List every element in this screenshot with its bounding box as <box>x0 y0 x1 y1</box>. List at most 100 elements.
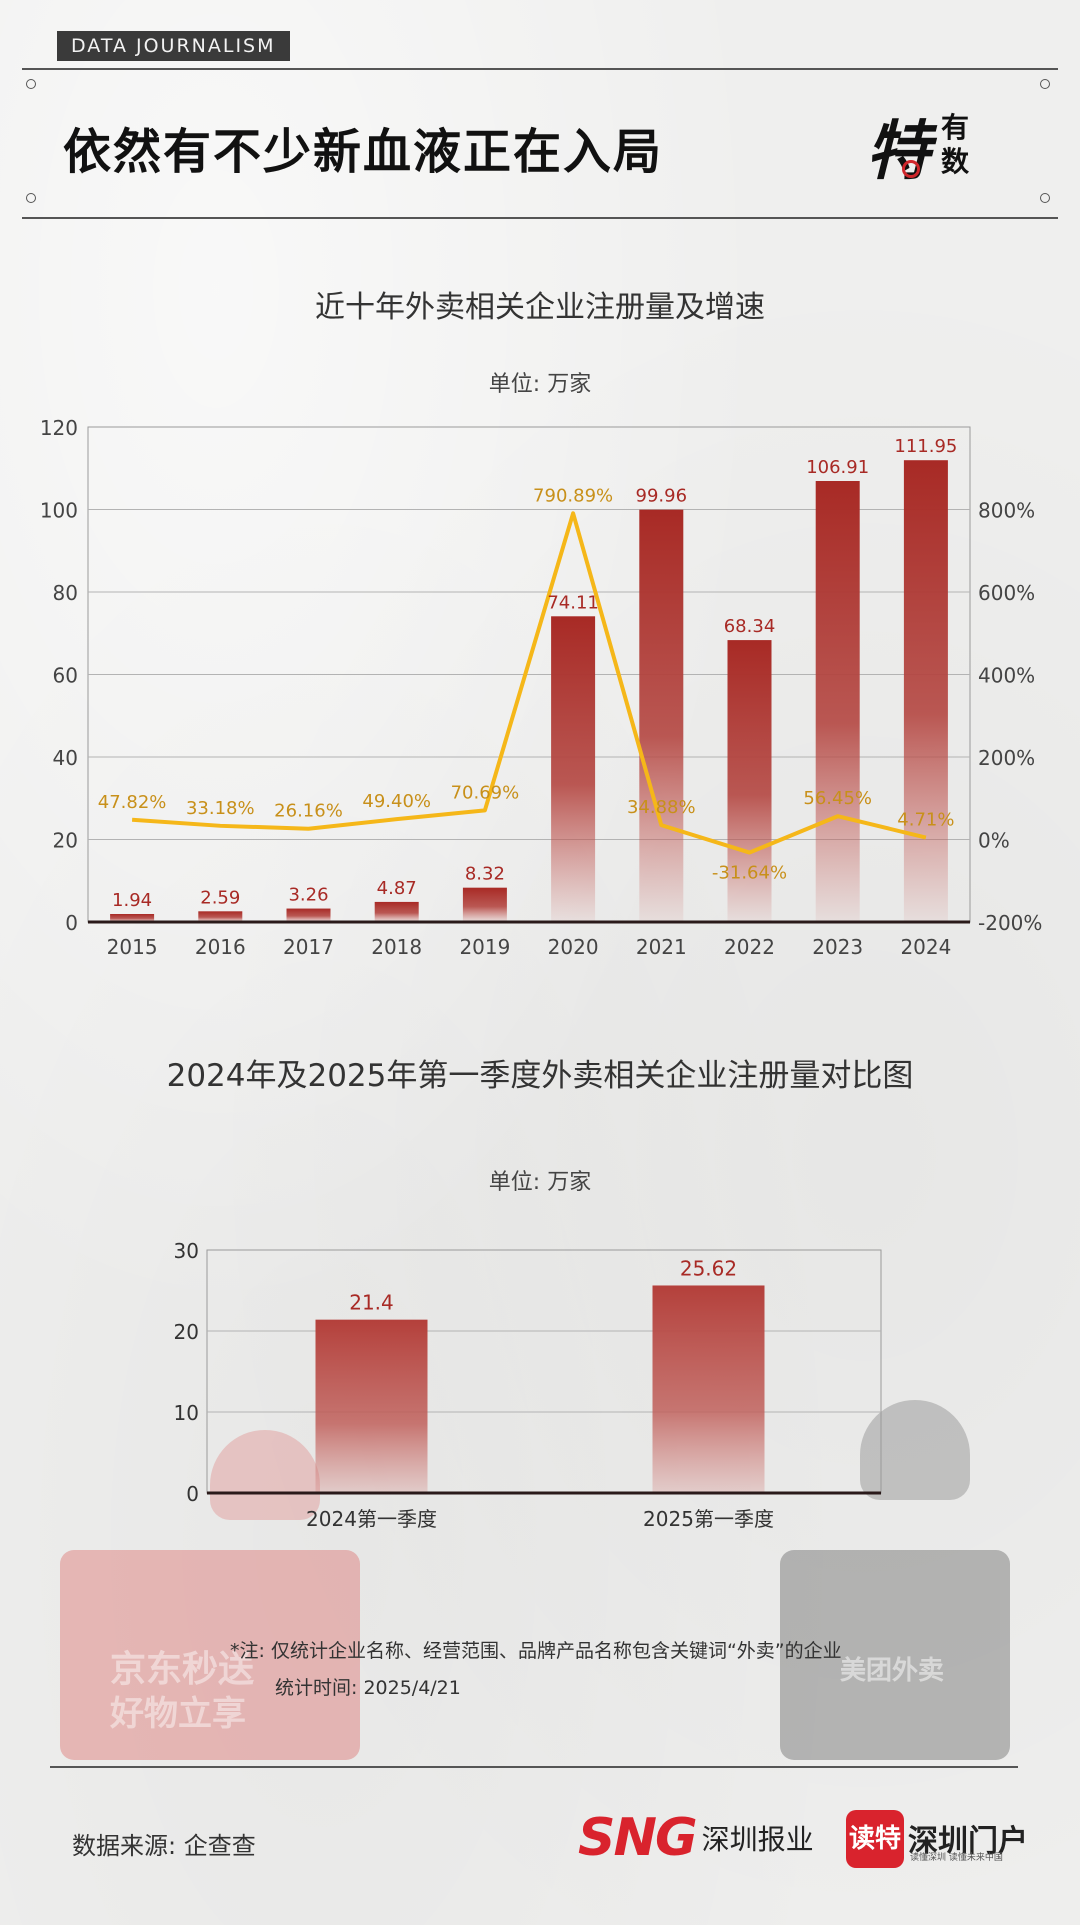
chart1-x-tick-label: 2017 <box>283 935 334 959</box>
logo-char-small: 数 <box>941 145 970 178</box>
rider-left-illustration: 京东秒送 好物立享 <box>60 1430 370 1760</box>
chart2-x-tick-label: 2025第一季度 <box>643 1507 774 1531</box>
chart1-bar <box>198 911 243 922</box>
chart1-y2-tick-label: 400% <box>978 664 1035 688</box>
dute-slogan: 读懂深圳 读懂未来中国 <box>910 1853 1003 1863</box>
chart1-line-label: 33.18% <box>186 798 255 819</box>
chart1-bar <box>374 901 419 922</box>
chart1-y-tick-label: 0 <box>65 911 78 935</box>
chart2-plot-frame <box>206 1249 882 1494</box>
chart1-x-tick-label: 2018 <box>371 935 422 959</box>
chart1-bar <box>286 908 331 922</box>
sng-logo: SNG 深圳报业 <box>578 1808 814 1868</box>
page-headline: 依然有不少新血液正在入局 <box>63 124 664 180</box>
chart2-title: 2024年及2025年第一季度外卖相关企业注册量对比图 <box>166 1058 914 1094</box>
sng-name: 深圳报业 <box>701 1823 814 1856</box>
chart1-line-label: 4.71% <box>897 810 954 831</box>
chart1-bar-label: 8.32 <box>465 864 505 885</box>
chart1-bar-label: 99.96 <box>636 486 688 507</box>
footer-rule <box>50 1766 1018 1768</box>
dute-logo: 读特 深圳门户 读懂深圳 读懂未来中国 <box>846 1810 1028 1870</box>
chart1-y2-tick-label: 600% <box>978 581 1035 605</box>
chart1-unit: 单位: 万家 <box>488 372 592 397</box>
chart1-line-label: 70.69% <box>451 782 520 803</box>
corner-dot <box>26 79 36 89</box>
chart1-bar-label: 106.91 <box>806 457 869 478</box>
chart1-bar <box>815 480 860 922</box>
chart2-svg: 21.4 25.62 0 10 20 30 2024第一季度 2025第一季度 <box>174 1239 882 1531</box>
corner-dot <box>1040 193 1050 203</box>
chart1-bar-label: 1.94 <box>112 890 152 911</box>
chart1-y2-tick-label: 200% <box>978 746 1035 770</box>
data-journalism-tag: DATA JOURNALISM <box>57 31 290 61</box>
magnifier-icon <box>902 160 920 178</box>
chart1-bar <box>639 509 684 922</box>
chart1-line-label: 26.16% <box>274 801 343 822</box>
chart1-line-label: 49.40% <box>362 791 431 812</box>
chart1-x-tick-label: 2022 <box>724 935 775 959</box>
right-box-text: 美团外卖 <box>840 1656 945 1686</box>
left-box-sub: 好物立享 <box>110 1694 246 1734</box>
chart1-y-tick-label: 80 <box>53 581 78 605</box>
dute-name: 深圳门户 <box>908 1824 1028 1859</box>
chart1-bar <box>727 640 772 922</box>
chart1-x-tick-label: 2016 <box>195 935 246 959</box>
chart2-x-tick-label: 2024第一季度 <box>306 1507 437 1531</box>
chart1-bar-label: 74.11 <box>547 592 599 613</box>
chart1-line-label: 34.88% <box>627 797 696 818</box>
chart1-bar-label: 111.95 <box>894 436 957 457</box>
chart1-svg: 1.94 2.59 3.26 4.87 8.32 74.11 99.96 68.34 106.9… <box>40 416 1043 959</box>
chart1-bar <box>110 913 155 922</box>
corner-dot <box>1040 79 1050 89</box>
chart1-x-tick-label: 2015 <box>107 935 158 959</box>
left-box-text: 京东秒送 <box>110 1649 255 1690</box>
chart1-x-tick-label: 2023 <box>812 935 863 959</box>
chart1-title: 近十年外卖相关企业注册量及增速 <box>315 290 765 325</box>
chart1-line-label: 56.45% <box>803 788 872 809</box>
chart1-bar-label: 2.59 <box>200 887 240 908</box>
brand-logo: 特 有 数 <box>866 100 986 189</box>
chart2-y-tick-label: 30 <box>174 1239 199 1263</box>
chart2-y-tick-label: 0 <box>186 1482 199 1506</box>
dute-badge: 读特 <box>846 1810 904 1868</box>
sng-mark: SNG <box>578 1808 698 1868</box>
chart1-line-label: -31.64% <box>712 863 787 884</box>
chart1-y2-tick-label: 800% <box>978 499 1035 523</box>
header-bottom-rule <box>22 217 1058 219</box>
chart1-y2-tick-label: -200% <box>978 911 1042 935</box>
chart2-bar <box>315 1319 428 1493</box>
chart1-growth-line <box>131 511 927 855</box>
chart1-line-label: 790.89% <box>533 485 613 506</box>
chart2-bar-label: 25.62 <box>680 1256 737 1280</box>
chart1-x-tick-label: 2020 <box>548 935 599 959</box>
corner-dot <box>26 193 36 203</box>
logo-char-big: 特 <box>866 115 930 189</box>
data-source: 数据来源: 企查查 <box>72 1832 256 1860</box>
chart1-bar <box>903 460 948 922</box>
rider-right-illustration: 美团外卖 <box>780 1400 1010 1760</box>
chart1-bar-label: 3.26 <box>288 885 328 906</box>
chart1-y-tick-label: 120 <box>40 416 78 440</box>
chart1-x-tick-label: 2019 <box>459 935 510 959</box>
logo-char-small: 有 <box>941 111 970 144</box>
chart2-bar <box>652 1285 765 1493</box>
chart1-line-label: 47.82% <box>98 792 167 813</box>
chart1-bar <box>551 616 596 922</box>
chart1-y-tick-label: 20 <box>53 829 78 853</box>
header-top-rule <box>22 68 1058 70</box>
footnote-definition: *注: 仅统计企业名称、经营范围、品牌产品名称包含关键词“外卖”的企业 <box>230 1640 842 1662</box>
chart1-bar <box>462 887 507 922</box>
footnote-date: 统计时间: 2025/4/21 <box>275 1677 461 1699</box>
chart1-y2-tick-label: 0% <box>978 829 1010 853</box>
chart1-bar-label: 4.87 <box>377 878 417 899</box>
chart2-y-tick-label: 20 <box>174 1320 199 1344</box>
chart1-y-tick-label: 100 <box>40 499 78 523</box>
chart1-y-tick-label: 60 <box>53 664 78 688</box>
chart1-x-tick-label: 2021 <box>636 935 687 959</box>
chart2-y-tick-label: 10 <box>174 1401 199 1425</box>
chart2-bar-label: 21.4 <box>349 1291 394 1315</box>
chart2-unit: 单位: 万家 <box>488 1170 592 1195</box>
chart1-x-tick-label: 2024 <box>900 935 951 959</box>
chart1-bar-label: 68.34 <box>724 616 776 637</box>
chart1-y-tick-label: 40 <box>53 746 78 770</box>
